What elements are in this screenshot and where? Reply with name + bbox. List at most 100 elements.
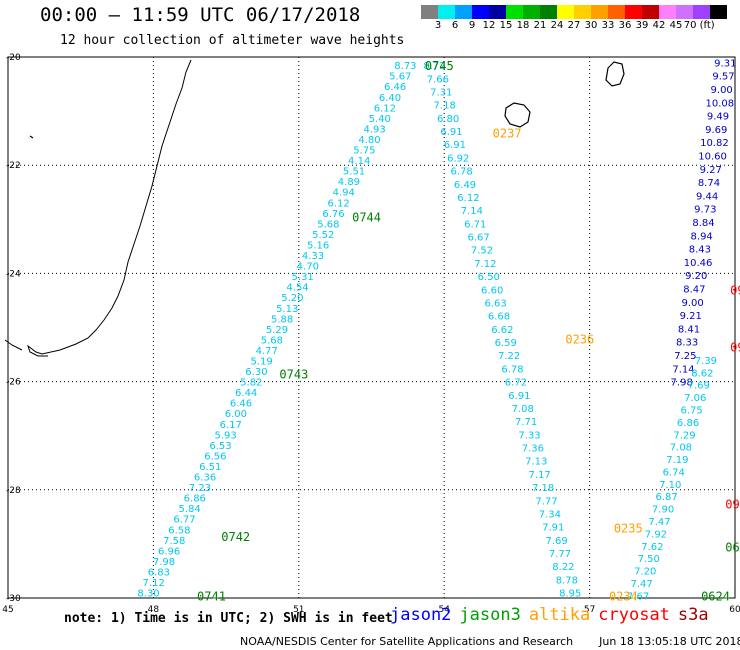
wave-height-value: 6.68 (488, 312, 510, 323)
wave-height-value: 7.17 (529, 470, 551, 481)
wave-height-value: 6.67 (467, 233, 489, 244)
wave-height-value: 6.74 (663, 467, 685, 478)
map-title: 00:00 – 11:59 UTC 06/17/2018 (40, 4, 361, 26)
wave-height-value: 7.90 (652, 505, 674, 516)
legend-label-3: 12 (482, 20, 496, 31)
legend-label-5: 18 (516, 20, 530, 31)
legend-label-0: 3 (434, 20, 442, 31)
footnote: note: 1) Time is in UTC; 2) SWH is in fe… (64, 611, 393, 626)
legend-swatch-11 (608, 5, 625, 19)
track-altika-pass: 8.72 7.66 7.31 7.18 6.80 6.91 6.91 6.92 6.78 6.49… (423, 61, 581, 599)
lat-tick-label: -28 (6, 486, 21, 496)
wave-height-value: 4.80 (358, 135, 380, 146)
wave-height-value: 7.47 (631, 579, 653, 590)
wave-height-value: 7.47 (648, 517, 670, 528)
wave-height-value: 8.47 (683, 285, 705, 296)
wave-height-value: 5.67 (389, 72, 411, 83)
wave-height-value: 5.68 (261, 335, 283, 346)
wave-height-value: 7.91 (542, 523, 564, 534)
lon-tick-label: 60 (729, 605, 740, 615)
legend-swatch-12 (625, 5, 642, 19)
wave-height-value: 6.00 (225, 409, 247, 420)
pass-time-label: 0742 (221, 530, 250, 544)
wave-height-value: 8.94 (691, 231, 713, 242)
wave-height-value: 7.13 (525, 457, 547, 468)
wave-height-value: 9.20 (685, 271, 707, 282)
wave-height-value: 9.27 (700, 165, 722, 176)
legend-swatch-10 (591, 5, 608, 19)
wave-height-value: 4.94 (333, 188, 355, 199)
wave-height-value: 7.23 (189, 483, 211, 494)
legend-swatch-4 (489, 5, 506, 19)
wave-height-value: 5.40 (369, 114, 391, 125)
axis-labels: 45 48 51 54 57 60 -20 -22 -24 -26 -28 -30 (2, 53, 740, 615)
wave-height-value: 5.84 (179, 504, 201, 515)
wave-height-value: 7.18 (532, 483, 554, 494)
legend-label-2: 9 (468, 20, 476, 31)
wave-height-value: 5.20 (281, 293, 303, 304)
pass-time-label: 0625 (725, 541, 740, 555)
lat-lon-grid (7, 56, 736, 599)
legend-label-12: 39 (635, 20, 649, 31)
legend-label-8: 27 (567, 20, 581, 31)
legend-swatch-6 (523, 5, 540, 19)
wave-height-value: 8.41 (678, 324, 700, 335)
wave-height-value: 7.19 (666, 455, 688, 466)
color-scale-legend: 3 6 9 12 15 18 21 24 27 30 33 36 39 42 45 70 (ft) (421, 5, 740, 33)
legend-label-7: 24 (550, 20, 564, 31)
wave-height-value: 6.53 (209, 441, 231, 452)
wave-height-value: 8.72 (423, 61, 445, 72)
legend-labels: 3 6 9 12 15 18 21 24 27 30 33 36 39 42 45 70 (ft) (421, 19, 740, 33)
wave-height-value: 7.14 (461, 206, 483, 217)
mauritius-island (605, 61, 625, 87)
wave-height-value: 6.91 (444, 140, 466, 151)
wave-height-value: 9.49 (707, 112, 729, 123)
wave-height-value: 6.62 (491, 325, 513, 336)
wave-height-value: 5.16 (307, 240, 329, 251)
wave-height-value: 10.46 (684, 258, 713, 269)
legend-swatch-16 (693, 5, 710, 19)
legend-label-11: 36 (618, 20, 632, 31)
satellite-jason2: jason2 (390, 605, 452, 625)
lon-tick-label: 48 (148, 605, 160, 615)
legend-swatch-17 (710, 5, 727, 19)
legend-label-1: 6 (451, 20, 459, 31)
wave-height-value: 9.44 (696, 191, 718, 202)
wave-height-value: 7.39 (695, 356, 717, 367)
wave-height-value: 6.17 (220, 420, 242, 431)
legend-swatch-0 (421, 5, 438, 19)
wave-height-value: 4.77 (256, 346, 278, 357)
pass-time-label: 0236 (565, 332, 594, 346)
legend-label-13: 42 (652, 20, 666, 31)
wave-height-value: 6.12 (328, 198, 350, 209)
legend-swatch-14 (659, 5, 676, 19)
wave-height-value: 6.49 (454, 180, 476, 191)
pass-time-label: 0237 (493, 127, 522, 141)
pass-time-label: 0624 (701, 589, 730, 603)
wave-height-value: 6.58 (168, 525, 190, 536)
wave-height-value: 7.58 (163, 536, 185, 547)
wave-height-value: 6.56 (204, 451, 226, 462)
reunion-island (504, 102, 531, 128)
pass-time-label: 0744 (352, 211, 381, 225)
wave-height-value: 7.20 (634, 567, 656, 578)
legend-label-14: 45 (669, 20, 683, 31)
track-jason3-pass1: 8.735.676.466.406.125.404.934.805.754.14… (137, 61, 416, 599)
wave-height-value: 7.08 (670, 443, 692, 454)
wave-height-value: 7.12 (143, 578, 165, 589)
wave-height-value: 6.86 (677, 418, 699, 429)
wave-height-value: 7.69 (688, 381, 710, 392)
wave-height-value: 7.69 (546, 536, 568, 547)
wave-height-value: 4.33 (302, 251, 324, 262)
wave-height-value: 7.18 (434, 101, 456, 112)
legend-swatch-1 (438, 5, 455, 19)
wave-height-value: 5.29 (266, 325, 288, 336)
wave-height-value: 7.25 (674, 351, 696, 362)
wave-height-value: 5.13 (276, 304, 298, 315)
pass-time-label: 0741 (197, 589, 226, 603)
wave-height-value: 6.30 (245, 367, 267, 378)
legend-swatches (421, 5, 740, 19)
wave-height-value: 8.62 (691, 368, 713, 379)
wave-height-value: 7.22 (498, 351, 520, 362)
